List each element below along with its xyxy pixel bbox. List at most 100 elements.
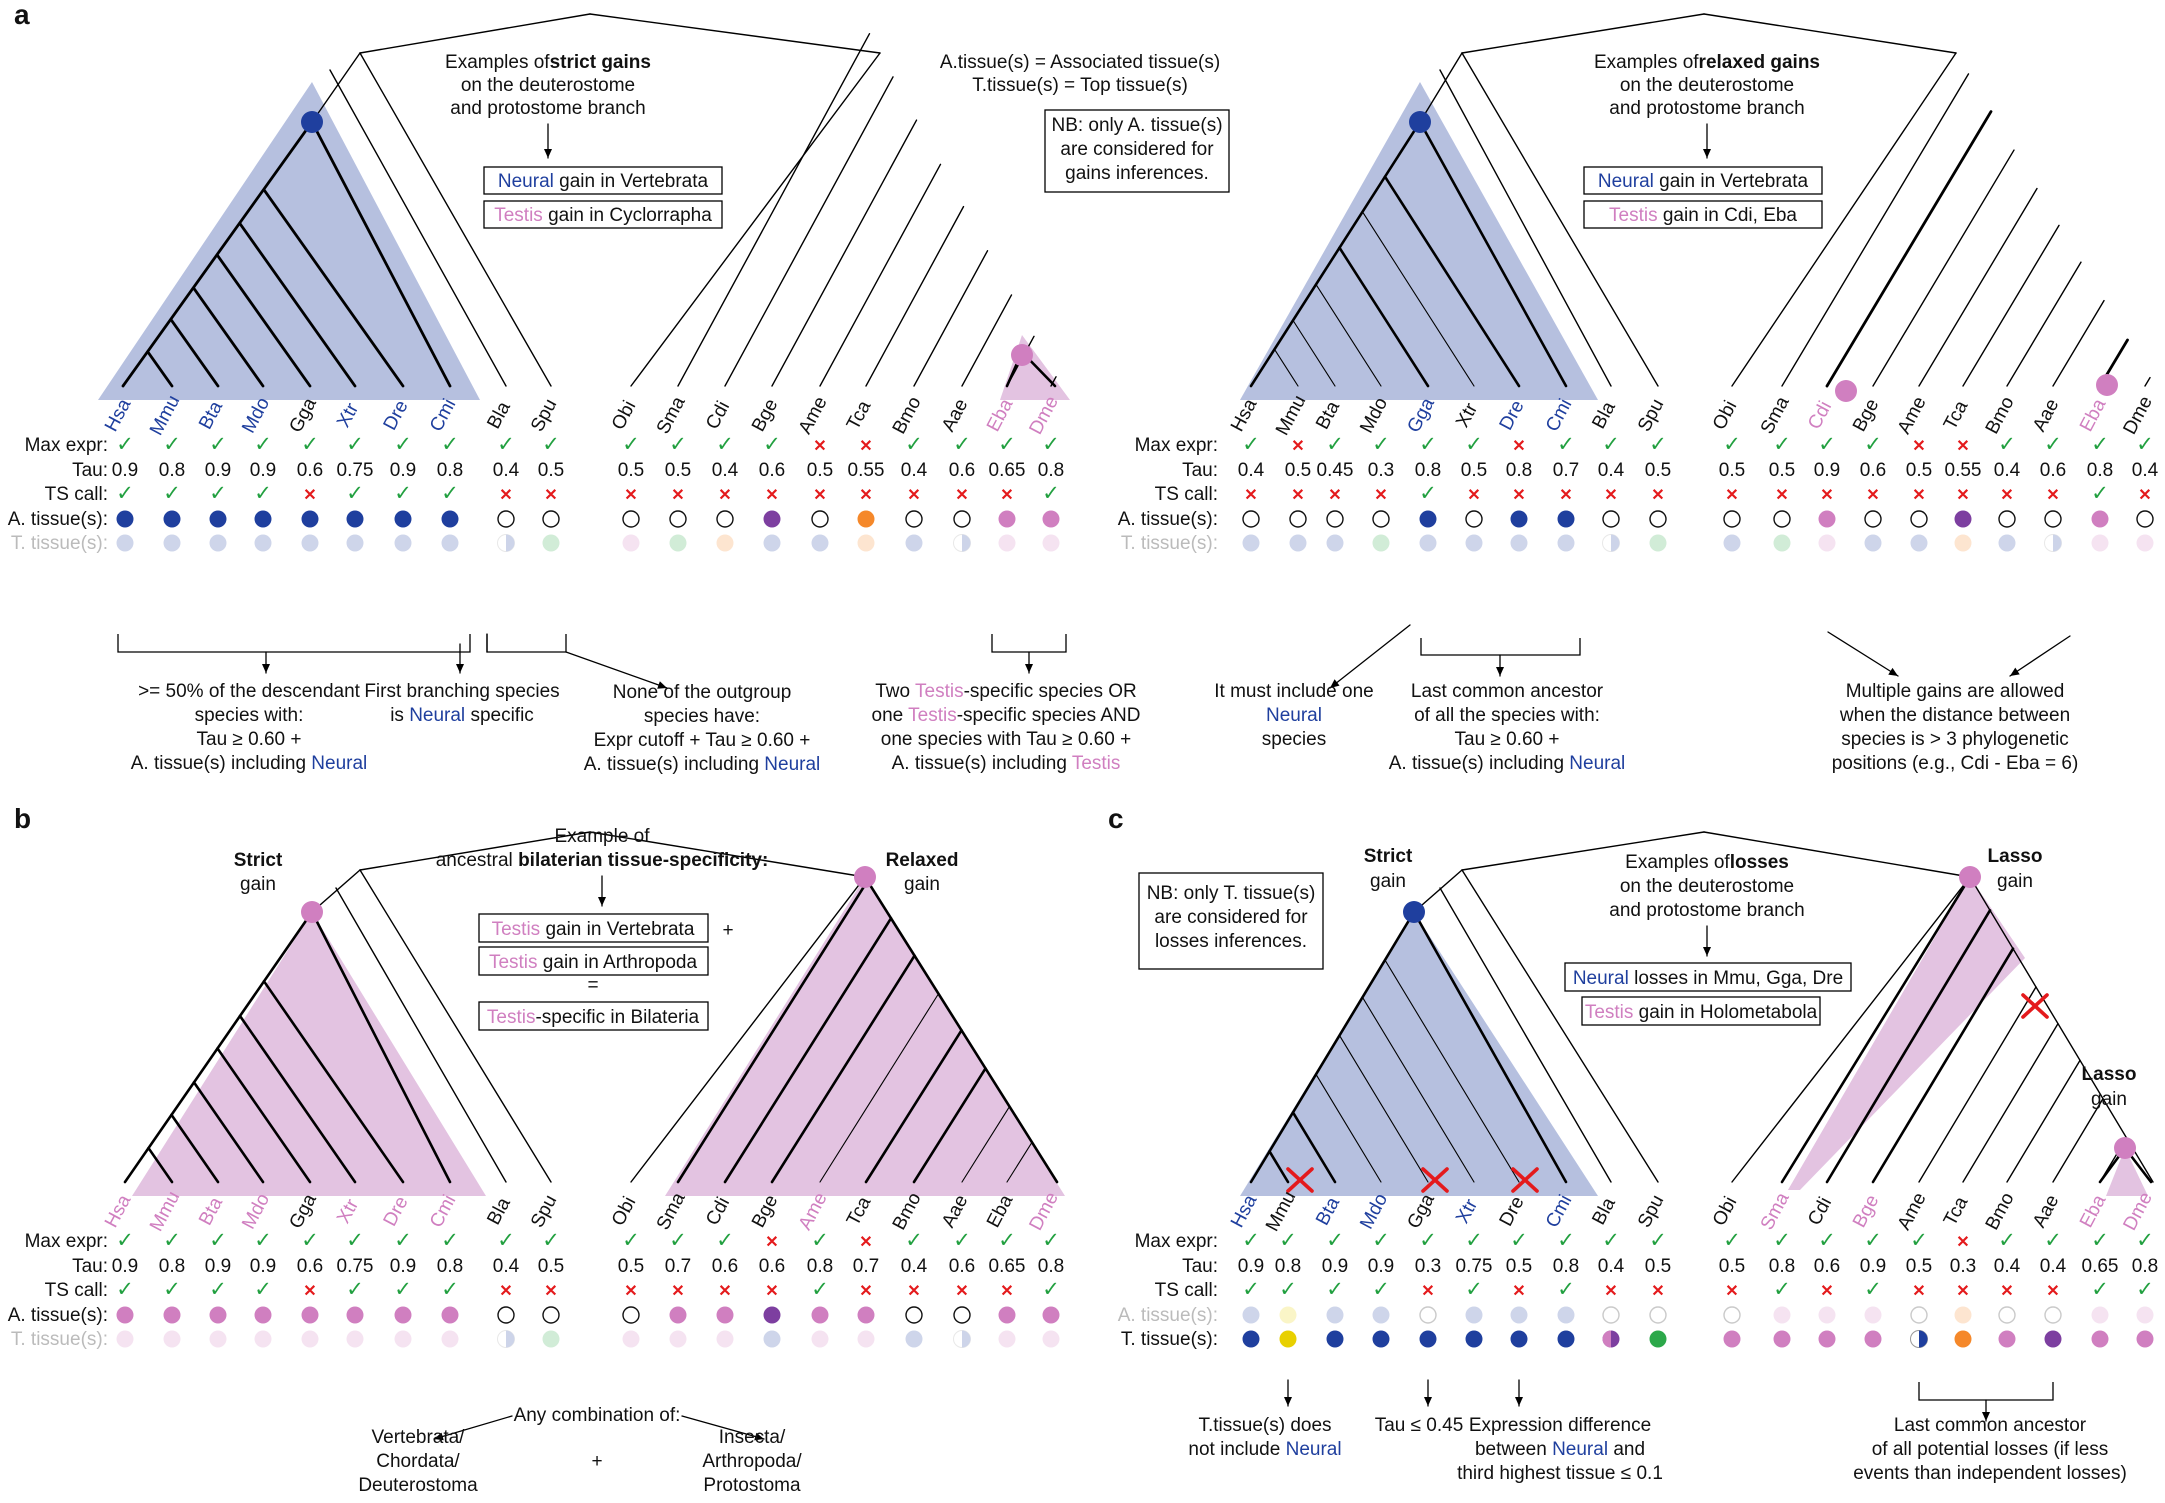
empty-tissue-dot <box>2136 510 2154 528</box>
filled-tissue-dot <box>716 1306 734 1324</box>
tissue-dot <box>1818 1306 1836 1324</box>
check-icon: ✓ <box>163 482 181 505</box>
filled-tissue-dot <box>394 1306 412 1324</box>
text-span: Neural <box>1573 968 1629 989</box>
tissue-dot <box>1818 510 1836 528</box>
text-span: is <box>390 705 409 726</box>
check-icon: ✓ <box>2044 1229 2062 1252</box>
check-icon: ✓ <box>1419 1229 1437 1252</box>
tissue-dot <box>1242 1306 1260 1324</box>
tissue-dot <box>1773 534 1791 552</box>
filled-tissue-dot <box>998 1306 1016 1324</box>
footnote-line: of all the species with: <box>1414 705 1600 726</box>
branch-line <box>1383 175 1521 388</box>
species-label-xtr: Xtr <box>333 399 363 431</box>
row-label-ts-call: TS call: <box>45 484 108 505</box>
footnote-line: Neural <box>1266 705 1322 726</box>
filled-tissue-dot <box>1326 534 1344 552</box>
empty-tissue-dot <box>1998 510 2016 528</box>
filled-tissue-dot <box>1649 534 1667 552</box>
tissue-dot <box>1242 510 1260 528</box>
tissue-dot <box>301 510 319 528</box>
check-icon: ✓ <box>2136 1229 2154 1252</box>
check-icon: ✓ <box>811 1278 829 1301</box>
testis-gain-box <box>478 913 709 943</box>
filled-tissue-dot <box>1465 534 1483 552</box>
tissue-dot <box>497 1330 515 1348</box>
branch-line <box>1361 996 1475 1183</box>
tissue-dot <box>2136 1306 2154 1324</box>
tissue-dot <box>394 1330 412 1348</box>
tissue-dot <box>394 510 412 528</box>
filled-tissue-dot <box>1419 510 1437 528</box>
tissue-dot <box>669 1306 687 1324</box>
filled-tissue-dot <box>116 510 134 528</box>
nb-line: gains inferences. <box>1065 163 1209 184</box>
filled-tissue-dot <box>2136 1306 2154 1324</box>
arrow-head <box>1888 667 1898 676</box>
check-icon: ✓ <box>1242 1278 1260 1301</box>
branch-line <box>1731 876 1971 1183</box>
species-label-spu: Spu <box>527 1192 561 1232</box>
nb-line: are considered for <box>1060 139 1214 160</box>
tissue-dot <box>905 1306 923 1324</box>
tissue-dot <box>301 534 319 552</box>
empty-tissue-dot <box>1723 1306 1741 1324</box>
half-tissue-dot <box>497 534 515 552</box>
neural-clade-shade <box>1240 82 1598 400</box>
filled-tissue-dot <box>622 534 640 552</box>
tissue-dot <box>716 534 734 552</box>
check-icon: ✓ <box>763 433 781 456</box>
tau-value: 0.5 <box>665 460 691 481</box>
tissue-dot <box>1465 510 1483 528</box>
filled-tissue-dot <box>998 1330 1016 1348</box>
tissue-dot <box>441 534 459 552</box>
tissue-dot <box>1465 1330 1483 1348</box>
check-icon: ✓ <box>209 1229 227 1252</box>
arrow-head <box>1496 667 1504 676</box>
lasso-label: Lasso <box>1988 846 2043 867</box>
tau-value: 0.55 <box>848 460 885 481</box>
tau-value: 0.8 <box>437 1256 463 1277</box>
cross-icon: ✕ <box>765 487 778 504</box>
tau-value: 0.5 <box>1285 460 1311 481</box>
species-label-hsa: Hsa <box>101 1191 136 1231</box>
empty-tissue-dot <box>1602 510 1620 528</box>
check-icon: ✓ <box>1372 433 1390 456</box>
species-label-bmo: Bmo <box>1982 393 2019 437</box>
half-tissue-dot <box>953 534 971 552</box>
group-line: Deuterostoma <box>358 1475 478 1496</box>
tissue-dot <box>2091 1330 2109 1348</box>
empty-tissue-dot <box>953 1306 971 1324</box>
nb-line: losses inferences. <box>1155 931 1307 952</box>
neural-gain-box <box>483 166 723 195</box>
species-label-dre: Dre <box>380 1193 413 1230</box>
row-label-ts-call: TS call: <box>1155 484 1218 505</box>
filled-tissue-dot <box>998 534 1016 552</box>
branch-line <box>1439 69 1612 387</box>
tissue-dot <box>1557 534 1575 552</box>
branch-line <box>216 1047 312 1184</box>
filled-tissue-dot <box>811 534 829 552</box>
row-label-max-expr: Max expr: <box>25 1231 108 1252</box>
group-line: Vertebrata/ <box>372 1427 466 1448</box>
lasso-label: gain <box>2091 1089 2127 1110</box>
row-label-t-tissue: T. tissue(s): <box>1121 533 1218 554</box>
footnote-line: events than independent losses) <box>1853 1463 2127 1484</box>
species-label-eba: Eba <box>983 1191 1018 1231</box>
tau-value: 0.9 <box>1322 1256 1348 1277</box>
filled-tissue-dot <box>1954 1306 1972 1324</box>
tissue-dot <box>857 1330 875 1348</box>
testis-gain-node <box>854 866 876 888</box>
title-line: and protostome branch <box>1609 98 1804 119</box>
tau-value: 0.9 <box>1238 1256 1264 1277</box>
empty-tissue-dot <box>905 510 923 528</box>
group-line: Insecta/ <box>719 1427 786 1448</box>
check-icon: ✓ <box>394 433 412 456</box>
tissue-dot <box>953 510 971 528</box>
tissue-dot <box>1649 1306 1667 1324</box>
testis-gain-text: Testis gain in Cyclorrapha <box>494 205 712 226</box>
row-label-a-tissue: A. tissue(s): <box>1118 1305 1218 1326</box>
bracket <box>486 634 567 653</box>
footnote-line: Multiple gains are allowed <box>1846 681 2065 702</box>
